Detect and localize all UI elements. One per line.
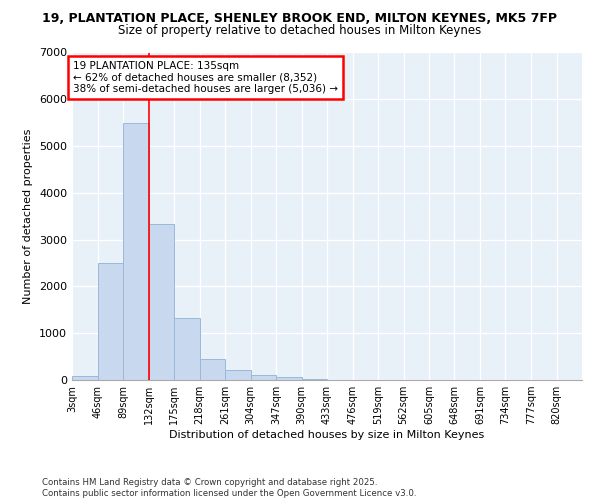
Bar	[199, 360, 225, 380]
Text: Size of property relative to detached houses in Milton Keynes: Size of property relative to detached ho…	[118, 24, 482, 37]
Text: Contains HM Land Registry data © Crown copyright and database right 2025.
Contai: Contains HM Land Registry data © Crown c…	[42, 478, 416, 498]
Bar	[123, 122, 149, 380]
Y-axis label: Number of detached properties: Number of detached properties	[23, 128, 34, 304]
Bar	[97, 263, 123, 380]
Bar	[149, 224, 174, 380]
Bar	[251, 376, 276, 380]
Text: 19, PLANTATION PLACE, SHENLEY BROOK END, MILTON KEYNES, MK5 7FP: 19, PLANTATION PLACE, SHENLEY BROOK END,…	[43, 12, 557, 26]
Text: 19 PLANTATION PLACE: 135sqm
← 62% of detached houses are smaller (8,352)
38% of : 19 PLANTATION PLACE: 135sqm ← 62% of det…	[73, 61, 338, 94]
Bar	[276, 378, 302, 380]
Bar	[225, 370, 251, 380]
Bar	[174, 318, 199, 380]
X-axis label: Distribution of detached houses by size in Milton Keynes: Distribution of detached houses by size …	[169, 430, 485, 440]
Bar	[302, 379, 327, 380]
Bar	[72, 376, 97, 380]
